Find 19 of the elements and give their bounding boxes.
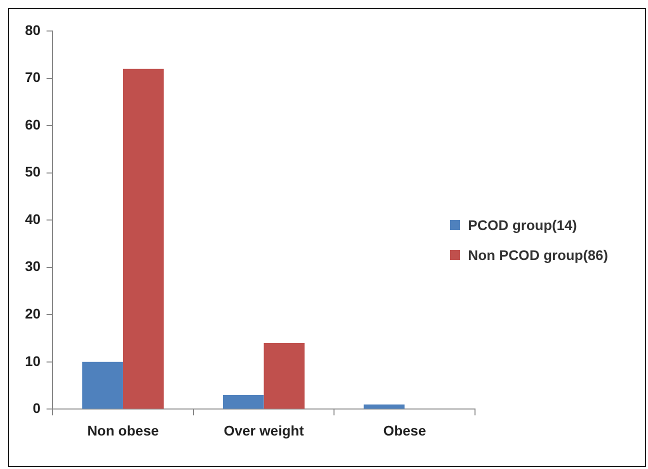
bar [364,404,405,409]
bar [264,343,305,409]
bar [122,68,164,409]
legend-label: Non PCOD group(86) [468,247,608,263]
x-tick-label: Non obese [87,422,159,438]
bar [82,362,123,409]
y-tick-label: 50 [24,164,41,180]
y-tick-label: 30 [24,258,41,274]
legend-label: PCOD group(14) [468,217,577,233]
y-tick-label: 60 [24,116,41,132]
y-tick-label: 70 [24,69,41,86]
x-tick-label: Obese [383,422,426,438]
x-tick-label: Over weight [224,422,304,438]
y-tick-label: 0 [32,400,41,416]
bar [222,395,264,409]
y-tick-label: 10 [24,352,41,369]
y-tick-label: 40 [24,210,41,227]
y-tick-label: 20 [24,306,41,322]
y-tick-label: 80 [24,22,41,38]
